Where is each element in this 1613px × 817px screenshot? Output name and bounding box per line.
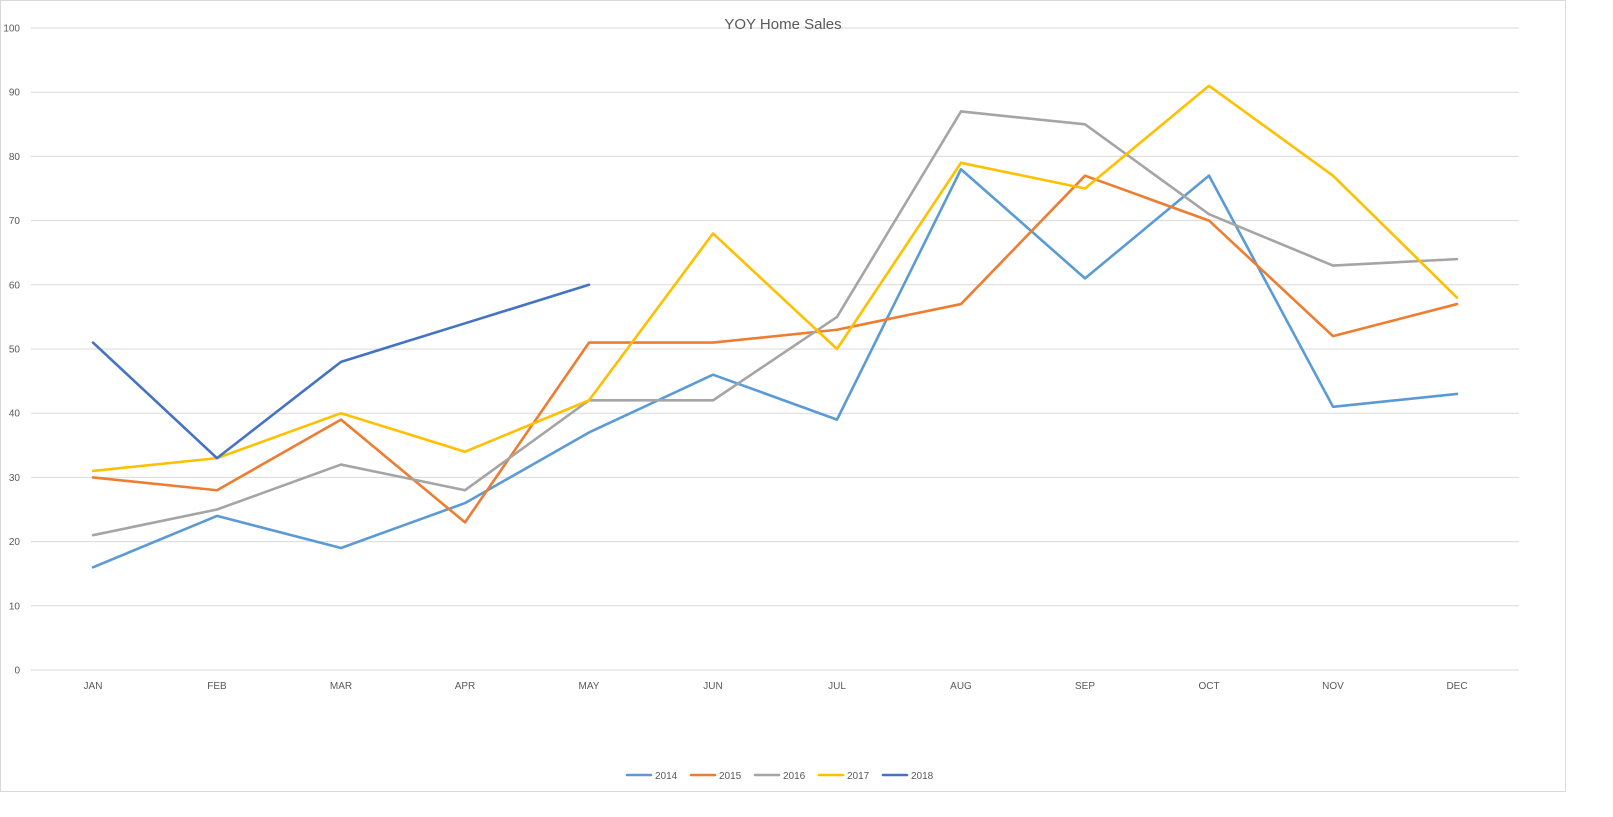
x-tick-label: MAR — [330, 681, 352, 692]
y-tick-label: 80 — [9, 152, 21, 163]
y-tick-label: 100 — [3, 24, 20, 35]
x-tick-label: AUG — [950, 681, 972, 692]
x-tick-label: DEC — [1446, 681, 1467, 692]
legend-label: 2018 — [911, 771, 934, 782]
x-tick-label: OCT — [1198, 681, 1219, 692]
legend-item-2014: 2014 — [625, 771, 678, 782]
y-axis: 0 10 20 30 40 50 60 70 80 90 100 — [3, 24, 20, 677]
legend-item-2017: 2017 — [817, 771, 870, 782]
legend-label: 2014 — [655, 771, 678, 782]
legend-item-2015: 2015 — [689, 771, 742, 782]
y-tick-label: 70 — [9, 216, 21, 227]
y-tick-label: 0 — [14, 666, 20, 677]
chart-area: 0 10 20 30 40 50 60 70 80 90 100 JAN FEB MAR APR MAY JU… — [0, 0, 1566, 792]
y-tick-label: 90 — [9, 88, 21, 99]
x-tick-label: FEB — [207, 681, 227, 692]
gridlines — [31, 27, 1519, 671]
y-tick-label: 60 — [9, 280, 21, 291]
series-line-2016 — [91, 110, 1459, 537]
series-line-2018 — [91, 283, 591, 460]
y-tick-label: 20 — [9, 537, 21, 548]
line-chart: 0 10 20 30 40 50 60 70 80 90 100 JAN FEB MAR APR MAY JU… — [3, 16, 1519, 782]
y-tick-label: 40 — [9, 409, 21, 420]
legend-label: 2016 — [783, 771, 806, 782]
series-line-2017 — [91, 84, 1459, 473]
legend-label: 2015 — [719, 771, 742, 782]
series-line-2015 — [91, 174, 1459, 524]
y-tick-label: 50 — [9, 345, 21, 356]
legend: 2014 2015 2016 2017 2018 — [625, 771, 934, 782]
legend-item-2016: 2016 — [753, 771, 806, 782]
x-tick-label: JUL — [828, 681, 846, 692]
series-line-2014 — [91, 167, 1459, 569]
y-tick-label: 30 — [9, 473, 21, 484]
legend-label: 2017 — [847, 771, 870, 782]
x-tick-label: SEP — [1075, 681, 1095, 692]
chart-title: YOY Home Sales — [724, 16, 841, 33]
x-tick-label: MAY — [579, 681, 600, 692]
x-tick-label: APR — [455, 681, 476, 692]
x-tick-label: JAN — [84, 681, 103, 692]
x-tick-label: JUN — [703, 681, 722, 692]
series-lines — [91, 84, 1459, 569]
y-tick-label: 10 — [9, 601, 21, 612]
x-axis: JAN FEB MAR APR MAY JUN JUL AUG SEP OCT NOV DEC — [84, 681, 1468, 692]
x-tick-label: NOV — [1322, 681, 1344, 692]
legend-item-2018: 2018 — [881, 771, 934, 782]
